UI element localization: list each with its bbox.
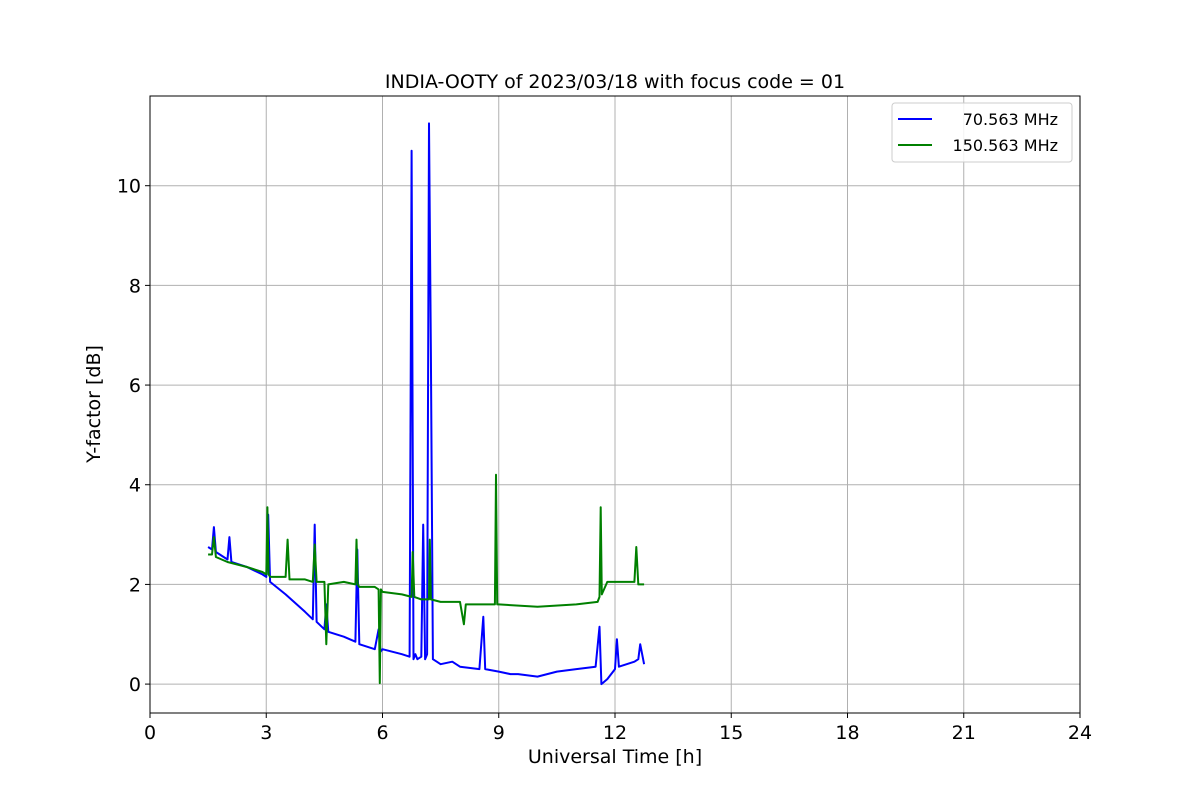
x-tick-label: 21 bbox=[952, 722, 976, 744]
x-tick-label: 0 bbox=[144, 722, 156, 744]
chart-title: INDIA-OOTY of 2023/03/18 with focus code… bbox=[385, 71, 845, 93]
y-tick-label: 2 bbox=[129, 574, 141, 596]
legend-box bbox=[891, 102, 1073, 163]
x-axis-label: Universal Time [h] bbox=[528, 746, 702, 768]
y-axis-label: Y-factor [dB] bbox=[83, 345, 105, 464]
x-tick-label: 15 bbox=[719, 722, 743, 744]
x-tick-label: 12 bbox=[603, 722, 627, 744]
x-tick-label: 6 bbox=[376, 722, 388, 744]
legend: 70.563 MHz 150.563 MHz bbox=[891, 102, 1073, 163]
legend-label: 70.563 MHz bbox=[963, 110, 1058, 129]
x-tick-label: 24 bbox=[1068, 722, 1092, 744]
y-tick-label: 0 bbox=[129, 674, 141, 696]
y-tick-label: 10 bbox=[117, 176, 141, 198]
series-line-1 bbox=[208, 473, 645, 685]
y-tick-label: 6 bbox=[129, 375, 141, 397]
series-layer bbox=[207, 122, 646, 686]
legend-label: 150.563 MHz bbox=[953, 136, 1058, 155]
x-tick-label: 18 bbox=[835, 722, 859, 744]
y-tick-label: 8 bbox=[129, 275, 141, 297]
y-tick-label: 4 bbox=[129, 475, 141, 497]
x-tick-label: 9 bbox=[493, 722, 505, 744]
x-tick-label: 3 bbox=[260, 722, 272, 744]
